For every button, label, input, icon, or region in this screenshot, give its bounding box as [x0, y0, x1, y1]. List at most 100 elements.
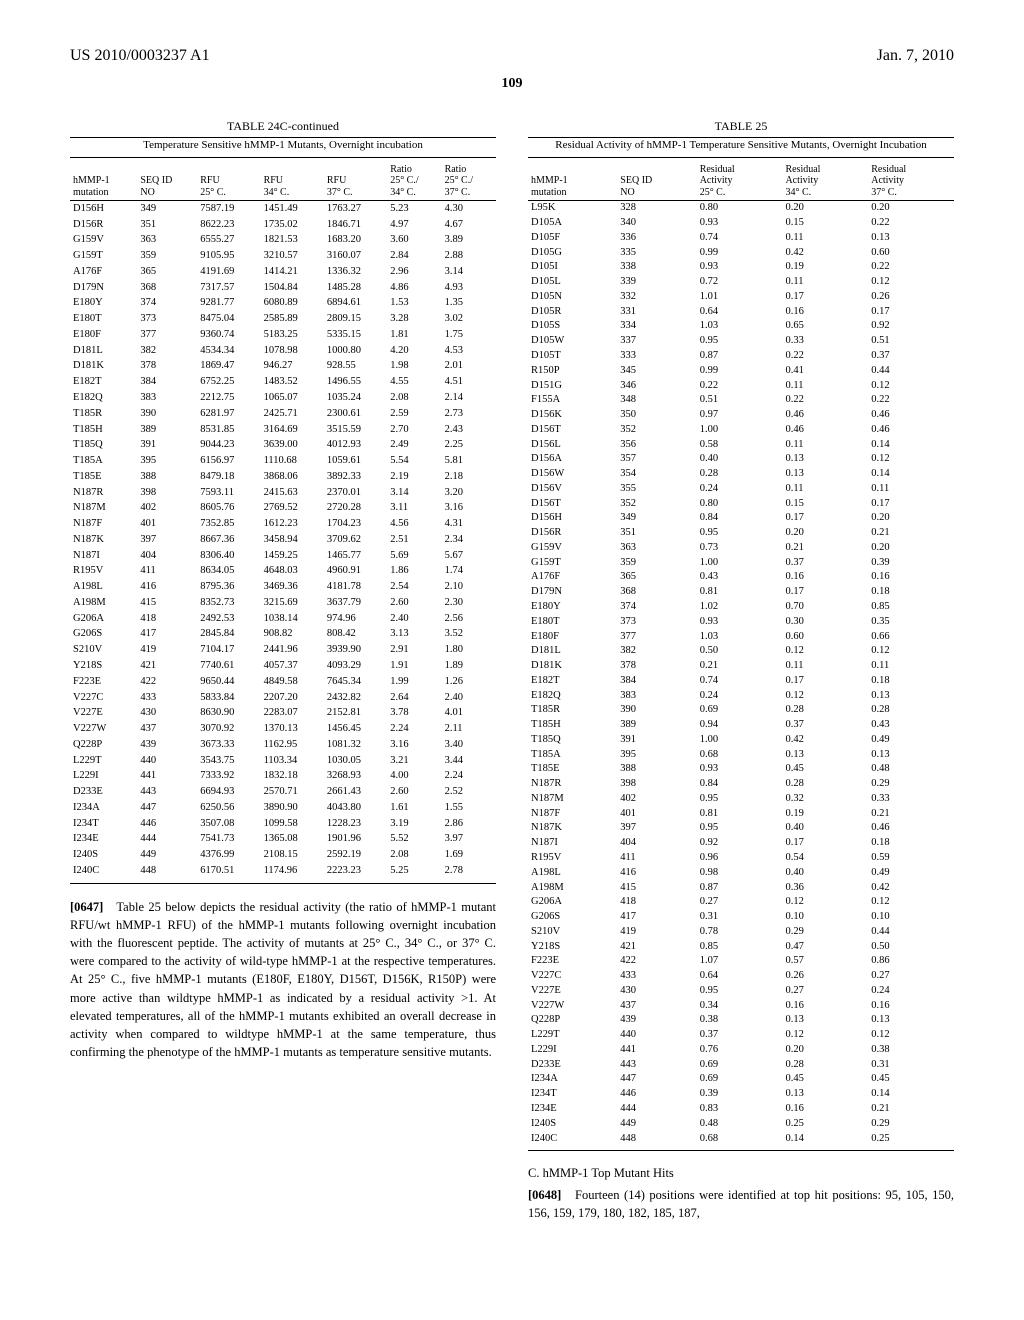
table-cell: A176F: [528, 570, 617, 585]
table-cell: G159T: [70, 248, 137, 264]
table-cell: 0.12: [868, 644, 954, 659]
table-cell: 8622.23: [197, 217, 260, 233]
table-cell: 419: [137, 642, 197, 658]
table-cell: 7104.17: [197, 642, 260, 658]
col-ratio34: Ratio25° C./34° C.: [387, 162, 441, 201]
table-cell: 0.22: [782, 393, 868, 408]
table-cell: 0.57: [782, 954, 868, 969]
table-cell: 5.81: [442, 453, 496, 469]
table-cell: D156K: [528, 408, 617, 423]
table-cell: 368: [137, 280, 197, 296]
table-cell: 0.25: [868, 1131, 954, 1146]
table-cell: F155A: [528, 393, 617, 408]
table-cell: 0.59: [868, 851, 954, 866]
table-cell: 0.76: [697, 1043, 783, 1058]
table-cell: T185E: [528, 762, 617, 777]
table-cell: 0.17: [782, 585, 868, 600]
table-cell: 0.43: [697, 570, 783, 585]
table-cell: 2809.15: [324, 311, 387, 327]
table-cell: 0.28: [782, 703, 868, 718]
table-cell: 0.38: [868, 1043, 954, 1058]
table-cell: 2415.63: [261, 485, 324, 501]
col-rfu34: RFU34° C.: [261, 162, 324, 201]
table-row: I240C4480.680.140.25: [528, 1131, 954, 1146]
table-cell: D181K: [528, 659, 617, 674]
table-cell: 1.03: [697, 319, 783, 334]
table-cell: 1683.20: [324, 233, 387, 249]
table-row: N187F4017352.851612.231704.234.564.31: [70, 516, 496, 532]
table-cell: E180Y: [528, 600, 617, 615]
table-cell: 0.86: [868, 954, 954, 969]
col-seqid: SEQ IDNO: [137, 162, 197, 201]
col-ra34: ResidualActivity34° C.: [782, 162, 868, 201]
table-cell: 0.12: [782, 1028, 868, 1043]
table-cell: T185A: [528, 747, 617, 762]
table-cell: 1370.13: [261, 721, 324, 737]
table-cell: 0.65: [782, 319, 868, 334]
table-cell: 382: [617, 644, 696, 659]
table-cell: 1336.32: [324, 264, 387, 280]
table-cell: Q228P: [70, 737, 137, 753]
table-row: E180F3779360.745183.255335.151.811.75: [70, 327, 496, 343]
table-cell: 0.36: [782, 880, 868, 895]
table-cell: 0.46: [782, 423, 868, 438]
table-cell: 0.11: [782, 482, 868, 497]
table-cell: 0.11: [868, 482, 954, 497]
table-row: T185A3956156.971110.681059.615.545.81: [70, 453, 496, 469]
table-row: Q228P4390.380.130.13: [528, 1013, 954, 1028]
table-cell: V227C: [528, 969, 617, 984]
table-cell: 2.56: [442, 611, 496, 627]
table-cell: 5335.15: [324, 327, 387, 343]
table-cell: 0.28: [868, 703, 954, 718]
table-cell: 4012.93: [324, 438, 387, 454]
table-cell: V227W: [70, 721, 137, 737]
table-cell: 0.50: [697, 644, 783, 659]
table-cell: 398: [617, 777, 696, 792]
table-cell: 4181.78: [324, 579, 387, 595]
table-row: R150P3450.990.410.44: [528, 363, 954, 378]
table-cell: F223E: [528, 954, 617, 969]
table-cell: 2.64: [387, 690, 441, 706]
table-cell: G159T: [528, 555, 617, 570]
table-cell: 0.34: [697, 998, 783, 1013]
table-cell: 382: [137, 343, 197, 359]
table-cell: 0.17: [782, 511, 868, 526]
table-cell: 7587.19: [197, 201, 260, 217]
table-cell: 3070.92: [197, 721, 260, 737]
table-cell: E182T: [528, 674, 617, 689]
table-cell: 1414.21: [261, 264, 324, 280]
table-cell: 5833.84: [197, 690, 260, 706]
table-cell: 8306.40: [197, 548, 260, 564]
table-cell: 0.16: [782, 998, 868, 1013]
table-cell: 1.55: [442, 800, 496, 816]
table-cell: 332: [617, 290, 696, 305]
table-cell: 348: [617, 393, 696, 408]
table-cell: 388: [137, 469, 197, 485]
table-cell: 0.13: [782, 747, 868, 762]
table-cell: 351: [617, 526, 696, 541]
table-cell: 395: [617, 747, 696, 762]
table-cell: 0.33: [868, 792, 954, 807]
table-row: A198L4168795.363469.364181.782.542.10: [70, 579, 496, 595]
table-cell: 3.28: [387, 311, 441, 327]
col-seqid: SEQ IDNO: [617, 162, 696, 201]
table-cell: 0.12: [868, 895, 954, 910]
table-cell: 0.68: [697, 747, 783, 762]
table-cell: 3.97: [442, 832, 496, 848]
table-cell: 3709.62: [324, 532, 387, 548]
table-cell: 2.01: [442, 359, 496, 375]
table-cell: 0.16: [782, 570, 868, 585]
table-cell: 418: [617, 895, 696, 910]
table-row: I234E4440.830.160.21: [528, 1102, 954, 1117]
table-cell: 2.18: [442, 469, 496, 485]
table-cell: 0.99: [697, 245, 783, 260]
table-row: N187K3970.950.400.46: [528, 821, 954, 836]
table-cell: 2370.01: [324, 485, 387, 501]
table-cell: 4.93: [442, 280, 496, 296]
table-cell: 336: [617, 231, 696, 246]
table-cell: 0.20: [782, 526, 868, 541]
table-cell: 2.08: [387, 847, 441, 863]
table-row: Y218S4217740.614057.374093.291.911.89: [70, 658, 496, 674]
table-cell: 2.59: [387, 406, 441, 422]
table-row: E180Y3741.020.700.85: [528, 600, 954, 615]
